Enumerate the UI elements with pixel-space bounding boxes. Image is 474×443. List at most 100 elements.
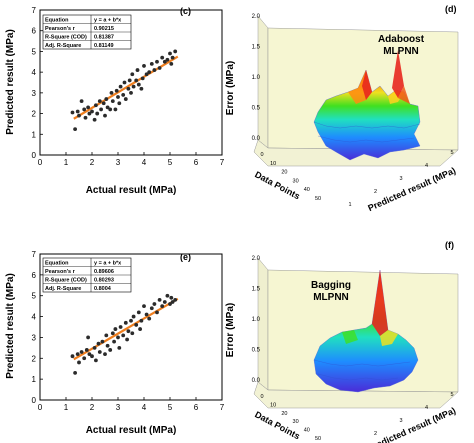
data-point — [127, 78, 132, 83]
data-point — [157, 297, 162, 302]
data-point — [130, 331, 135, 336]
x-tick-label: 4 — [142, 158, 147, 167]
x-tick-label: 0 — [38, 158, 43, 167]
data-point — [155, 59, 159, 64]
data-point — [142, 64, 146, 68]
panel-tag-f: (f) — [445, 240, 454, 250]
data-point — [152, 68, 157, 72]
y-tick-label: 5 — [450, 150, 453, 156]
data-point — [94, 358, 98, 363]
y-tick-label: 4 — [425, 405, 428, 411]
legend-value: y = a + b*x — [94, 261, 122, 267]
surface-d — [313, 50, 421, 161]
legend-value: 0.81149 — [94, 43, 114, 49]
legend-key: R-Square (COD) — [45, 35, 87, 41]
x-tick-label: 10 — [270, 402, 276, 408]
x-tick-label: 3 — [116, 158, 121, 167]
legend-value: 0.81387 — [94, 35, 114, 41]
data-point — [160, 55, 165, 60]
data-point — [144, 312, 149, 317]
data-point — [160, 304, 165, 309]
data-point — [121, 93, 126, 97]
data-point — [165, 293, 170, 298]
y-tick-label: 0 — [32, 151, 37, 160]
x-tick-label: 40 — [304, 187, 310, 193]
data-point — [126, 86, 131, 91]
legend-key: R-Square (COD) — [45, 278, 87, 284]
data-point — [168, 51, 172, 56]
data-point — [82, 107, 87, 112]
y-tick-label: 4 — [32, 313, 37, 322]
data-point — [87, 352, 92, 357]
points-c — [70, 49, 178, 132]
x-tick-label: 4 — [142, 403, 147, 412]
y-tick-label: 2 — [374, 431, 377, 437]
legend-value: 0.90215 — [94, 26, 114, 32]
data-point — [125, 337, 129, 342]
y-tick-label: 4 — [32, 68, 37, 77]
data-point — [110, 331, 115, 336]
y-tick-label: 7 — [32, 250, 37, 259]
data-point — [104, 333, 109, 338]
data-point — [116, 95, 120, 99]
y-tick-label: 6 — [32, 27, 37, 36]
y-tick-label: 5 — [32, 47, 37, 56]
data-point — [103, 352, 107, 357]
data-point — [142, 304, 146, 309]
data-point — [84, 348, 89, 352]
data-point — [144, 72, 149, 77]
panel-d: (d) Adaboost MLPNN 0.00.51.01.52.0 01020… — [225, 4, 459, 213]
data-point — [173, 297, 178, 302]
x-tick-label: 5 — [168, 403, 173, 412]
data-point — [135, 68, 140, 72]
data-point — [108, 348, 113, 352]
x-tick-label: 0 — [260, 394, 263, 400]
data-point — [77, 113, 81, 118]
panel-e: (e) 0 1 2 3 4 5 6 7 0 1 2 3 4 5 6 7 Equation y = a + b*x… — [5, 250, 225, 436]
y-tick-label: 5 — [32, 292, 37, 301]
points-e — [70, 293, 178, 375]
data-point — [92, 345, 97, 350]
y-axis-ticks-d: 1 2 3 4 5 — [348, 150, 453, 208]
panel-f: (f) Bagging MLPNN 0.0 0.5 1.0 1.5 2.0 0 10 20 3… — [225, 240, 459, 443]
surface-title-line2-d: MLPNN — [383, 46, 419, 57]
surface-title-line2-f: MLPNN — [313, 292, 349, 303]
data-point — [126, 329, 131, 334]
data-point — [155, 310, 159, 315]
y-tick-label: 2 — [374, 189, 377, 195]
panel-c: (c) 0 1 2 3 4 5 6 7 0 1 2 3 4 5 6 7 Equation y = a + b*x… — [5, 6, 225, 196]
z-tick-label: 0.5 — [252, 348, 261, 354]
y-axis-label-d: Predicted result (MPa) — [366, 165, 457, 213]
z-axis-ticks-f: 0.0 0.5 1.0 1.5 2.0 — [252, 256, 261, 384]
legend-value: 0.89606 — [94, 269, 114, 275]
data-point — [99, 107, 103, 112]
data-point — [110, 99, 115, 104]
y-tick-label: 1 — [32, 375, 37, 384]
z-axis-label-f: Error (MPa) — [225, 303, 236, 357]
x-tick-label: 30 — [293, 178, 299, 184]
data-point — [129, 90, 133, 95]
data-point — [87, 111, 92, 116]
x-tick-label: 6 — [194, 403, 199, 412]
data-point — [108, 107, 113, 112]
legend-key: Pearson's r — [45, 26, 76, 32]
x-tick-label: 0 — [38, 403, 43, 412]
y-tick-label: 5 — [450, 392, 453, 398]
data-point — [152, 302, 157, 306]
y-tick-label: 2 — [32, 354, 37, 363]
fit-line — [73, 297, 179, 361]
data-point — [73, 127, 77, 132]
data-point — [79, 99, 84, 104]
data-point — [149, 61, 154, 66]
legend-value: 0.8004 — [94, 286, 112, 292]
data-point — [97, 99, 102, 104]
x-axis-label-f: Data Points — [253, 409, 301, 441]
data-point — [105, 343, 110, 348]
data-point — [170, 300, 175, 304]
x-tick-label: 7 — [220, 403, 225, 412]
fit-line-c — [73, 55, 179, 120]
data-point — [97, 350, 102, 354]
legend-key: Adj. R-Square — [45, 43, 81, 49]
